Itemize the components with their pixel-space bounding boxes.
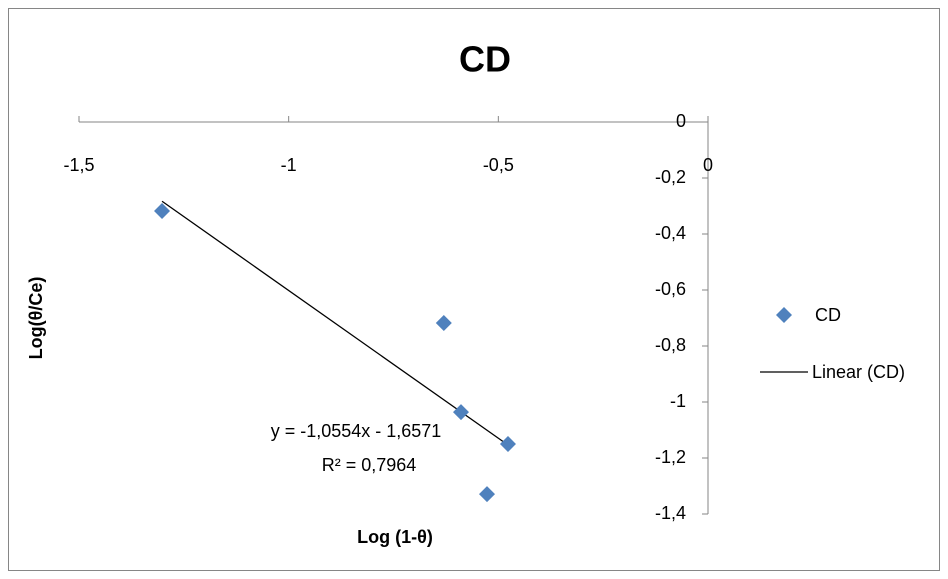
y-tick-label: -1,4 bbox=[655, 503, 686, 523]
legend-label: Linear (CD) bbox=[812, 362, 905, 382]
chart-border bbox=[8, 8, 940, 571]
y-tick-label: -0,4 bbox=[655, 223, 686, 243]
y-tick-label: -1,2 bbox=[655, 447, 686, 467]
legend-marker bbox=[776, 307, 792, 323]
data-point bbox=[154, 203, 171, 220]
data-point bbox=[499, 436, 516, 452]
y-axis-label: Log(θ/Ce) bbox=[26, 277, 46, 360]
data-point bbox=[453, 404, 470, 421]
y-tick-label: -0,8 bbox=[655, 335, 686, 355]
x-tick-label: -0,5 bbox=[483, 155, 514, 175]
trendline-equation: y = -1,0554x - 1,6571 bbox=[271, 421, 442, 441]
data-point bbox=[479, 486, 496, 503]
trendline bbox=[161, 200, 509, 446]
legend-label: CD bbox=[815, 305, 841, 325]
x-axis-label: Log (1-θ) bbox=[357, 527, 433, 547]
x-tick-label: -1 bbox=[281, 155, 297, 175]
chart-title: CD bbox=[459, 39, 511, 80]
trendline-r2: R² = 0,7964 bbox=[322, 455, 417, 475]
y-tick-label: -0,6 bbox=[655, 279, 686, 299]
x-tick-label: -1,5 bbox=[63, 155, 94, 175]
data-point bbox=[435, 315, 452, 332]
y-tick-label: 0 bbox=[676, 111, 686, 131]
y-tick-label: -1 bbox=[670, 391, 686, 411]
x-tick-label: 0 bbox=[703, 155, 713, 175]
y-tick-label: -0,2 bbox=[655, 167, 686, 187]
